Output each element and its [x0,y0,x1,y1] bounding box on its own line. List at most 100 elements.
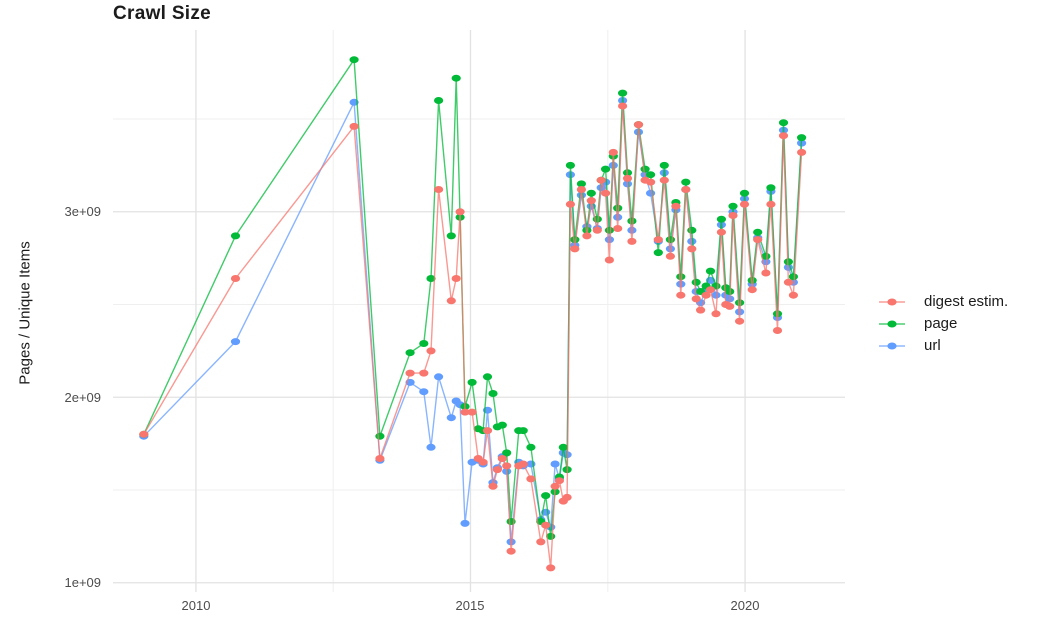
data-point [788,291,799,299]
data-point [797,148,807,156]
data-point [488,390,498,397]
data-point [230,232,241,240]
data-point [735,317,745,325]
data-point [633,121,644,129]
data-point [753,236,763,244]
data-point [460,408,470,416]
legend-item-page[interactable]: page [877,313,1008,334]
data-point [349,122,359,130]
x-tick-label-2020: 2020 [730,598,760,613]
data-point [766,184,776,192]
data-point [705,267,716,275]
data-point [618,102,628,110]
data-point [716,228,727,236]
data-point [230,338,241,346]
data-point [526,475,536,483]
data-point [627,217,637,225]
legend-key-url-icon [879,342,905,349]
legend-label-digest-estim: digest estim. [924,293,1009,310]
data-point [604,236,614,244]
series-digest-estim [139,102,807,572]
data-point [467,408,477,416]
data-point [506,547,516,555]
data-point [622,174,633,182]
data-point [701,291,711,299]
data-point [426,275,436,282]
data-point [778,132,789,140]
data-point [711,310,721,318]
data-point [455,208,465,216]
data-point [497,421,507,429]
data-point [653,249,663,257]
data-point [592,226,602,234]
data-point [783,278,794,286]
data-point [772,327,783,334]
data-point [778,119,789,127]
data-point [375,432,385,440]
data-point [747,286,757,294]
data-point [653,236,663,244]
y-tick-label-2e09: 2e+09 [64,390,101,405]
data-point [681,178,691,186]
series-url [139,97,807,546]
data-point [139,430,149,438]
data-point [426,443,436,451]
data-point [646,178,656,186]
data-point [725,302,735,310]
data-point [613,204,623,212]
data-point [601,189,611,197]
y-tick-label-3e09: 3e+09 [64,204,101,219]
data-point [550,460,560,468]
data-point [788,273,799,281]
data-point [451,74,461,82]
data-point [601,165,611,173]
legend-item-url[interactable]: url [877,335,1008,356]
data-point [576,186,586,193]
data-point [665,236,676,244]
data-point [739,189,750,197]
legend-label-url: url [924,337,941,354]
data-point [604,256,614,264]
x-tick-label-2010: 2010 [181,598,211,613]
data-point [711,291,721,299]
data-point [646,189,656,197]
data-point [627,237,637,245]
data-point [541,492,551,500]
data-point [576,180,586,188]
data-point [419,369,429,377]
data-point [665,252,676,260]
data-point [451,275,461,282]
legend-label-page: page [924,315,958,332]
y-axis-title: Pages / Unique Items [16,241,34,385]
data-point [349,56,359,64]
legend-key-page-icon [879,320,905,327]
data-point [716,215,727,223]
legend-item-digest-estim[interactable]: digest estim. [877,291,1008,312]
data-point [554,477,564,485]
data-point [526,443,536,451]
data-point [492,466,502,474]
series-line [143,99,803,543]
data-point [739,200,750,208]
data-point [761,269,771,277]
data-point [502,462,512,470]
data-point [565,200,575,208]
data-point [640,165,650,173]
data-point [613,225,623,232]
data-point [705,286,716,294]
data-point [604,226,614,234]
data-point [419,340,429,347]
data-point [497,455,507,462]
data-point [460,519,470,527]
legend: digest estim. page url [877,291,1008,357]
data-point [426,347,436,355]
series-line [143,105,803,569]
data-point [405,349,415,357]
data-point [502,449,512,457]
data-point [728,202,738,210]
data-point [687,245,697,253]
data-point [687,226,697,234]
data-point [618,89,628,97]
data-point [375,455,385,462]
